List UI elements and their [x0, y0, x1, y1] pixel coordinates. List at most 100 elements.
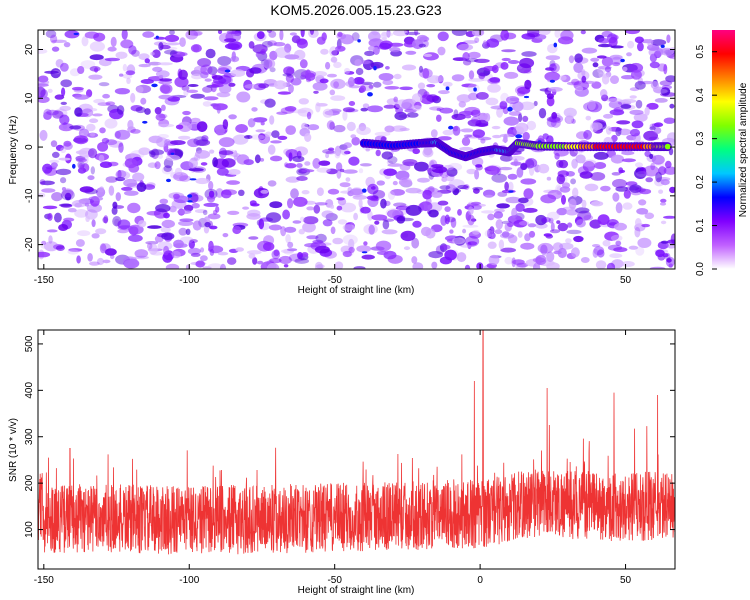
heatmap-cell — [155, 113, 166, 121]
heatmap-cell — [362, 103, 370, 109]
heatmap-cell — [504, 181, 509, 191]
heatmap-cell — [547, 189, 563, 200]
heatmap-cell — [235, 124, 249, 133]
heatmap-cell — [161, 104, 166, 112]
x-tick-label: 0 — [477, 275, 483, 286]
heatmap-cell — [51, 46, 60, 52]
heatmap-cell — [188, 157, 198, 169]
heatmap-cell — [601, 56, 614, 67]
heatmap-cell — [603, 113, 614, 119]
heatmap-cell — [102, 259, 111, 264]
heatmap-cell — [463, 184, 470, 190]
heatmap-cell — [487, 241, 497, 249]
heatmap-cell — [154, 161, 161, 170]
heatmap-y-label: Frequency (Hz) — [8, 116, 19, 185]
heatmap-cell — [462, 59, 472, 66]
heatmap-cell — [361, 81, 374, 85]
heatmap-cell — [501, 49, 516, 53]
heatmap-cell — [318, 160, 331, 166]
heatmap-cell — [484, 194, 494, 198]
heatmap-cell-strong — [507, 106, 513, 112]
heatmap-cell — [81, 108, 94, 118]
heatmap-cell — [597, 214, 610, 226]
heatmap-cell — [556, 174, 565, 185]
heatmap-cell — [246, 250, 262, 255]
heatmap-cell — [154, 107, 162, 115]
heatmap-cell — [577, 70, 590, 81]
heatmap-cell — [194, 209, 208, 214]
heatmap-cell — [428, 251, 444, 259]
heatmap-cell — [265, 131, 272, 137]
heatmap-cell — [380, 198, 387, 209]
heatmap-cell — [584, 183, 599, 192]
heatmap-cell — [435, 75, 445, 83]
heatmap-cell — [179, 218, 194, 222]
heatmap-cell — [294, 49, 306, 61]
heatmap-cell — [376, 250, 389, 255]
heatmap-cell — [468, 78, 485, 82]
heatmap-cell — [42, 163, 53, 174]
y-tick-label: -20 — [24, 237, 35, 252]
heatmap-cell — [422, 189, 433, 200]
heatmap-cell — [304, 161, 311, 166]
heatmap-cell — [273, 249, 280, 257]
heatmap-cell — [566, 229, 582, 235]
heatmap-cell — [63, 42, 71, 48]
heatmap-cell — [127, 119, 134, 130]
heatmap-cell — [546, 251, 555, 263]
heatmap-cell — [220, 189, 232, 199]
heatmap-cell — [212, 209, 218, 215]
y-tick-label: 500 — [24, 335, 35, 352]
colorbar-tick-label: 0.5 — [695, 44, 706, 58]
heatmap-cell — [77, 66, 85, 74]
heatmap-cell-strong — [189, 178, 197, 181]
heatmap-cell — [195, 177, 210, 185]
heatmap-cell — [216, 92, 231, 98]
heatmap-cell — [502, 138, 508, 143]
heatmap-cell — [621, 150, 635, 156]
heatmap-cell — [384, 86, 400, 90]
heatmap-cell — [164, 34, 180, 43]
heatmap-cell — [631, 120, 644, 129]
heatmap-cell — [61, 87, 66, 97]
heatmap-cell — [504, 256, 513, 265]
heatmap-cell — [69, 125, 82, 130]
heatmap-cell — [382, 79, 394, 86]
heatmap-cell — [621, 158, 637, 163]
heatmap-cell — [613, 247, 628, 253]
heatmap-cell — [321, 32, 327, 42]
heatmap-cell-strong — [549, 79, 556, 83]
heatmap-cell — [212, 157, 219, 168]
heatmap-cell — [67, 208, 77, 213]
heatmap-cell — [402, 159, 418, 167]
heatmap-cell — [549, 229, 561, 234]
heatmap-cell — [515, 122, 529, 133]
heatmap-cell — [636, 171, 649, 178]
heatmap-cell — [163, 245, 170, 256]
heatmap-cell — [610, 34, 619, 41]
heatmap-cell — [629, 109, 644, 115]
heatmap-cell — [446, 167, 458, 177]
heatmap-cell — [399, 86, 413, 91]
heatmap-cell — [663, 215, 675, 219]
heatmap-cell — [634, 36, 645, 44]
heatmap-cell — [316, 167, 331, 173]
heatmap-cell — [201, 135, 209, 142]
heatmap-cell — [152, 66, 163, 72]
heatmap-cell — [212, 103, 228, 111]
heatmap-cell — [598, 37, 610, 44]
heatmap-cell — [484, 165, 500, 175]
heatmap-cell — [327, 73, 337, 78]
heatmap-cell — [147, 242, 153, 250]
heatmap-cell — [355, 67, 364, 76]
heatmap-cell — [200, 247, 205, 253]
heatmap-cell — [306, 111, 312, 120]
heatmap-cell — [371, 214, 388, 221]
heatmap-cell — [628, 62, 644, 73]
heatmap-cell — [474, 58, 490, 64]
heatmap-cell — [466, 168, 477, 175]
heatmap-cell — [190, 252, 201, 257]
heatmap-cell — [368, 31, 381, 42]
heatmap-cell — [38, 251, 51, 258]
heatmap-cell — [140, 97, 147, 105]
